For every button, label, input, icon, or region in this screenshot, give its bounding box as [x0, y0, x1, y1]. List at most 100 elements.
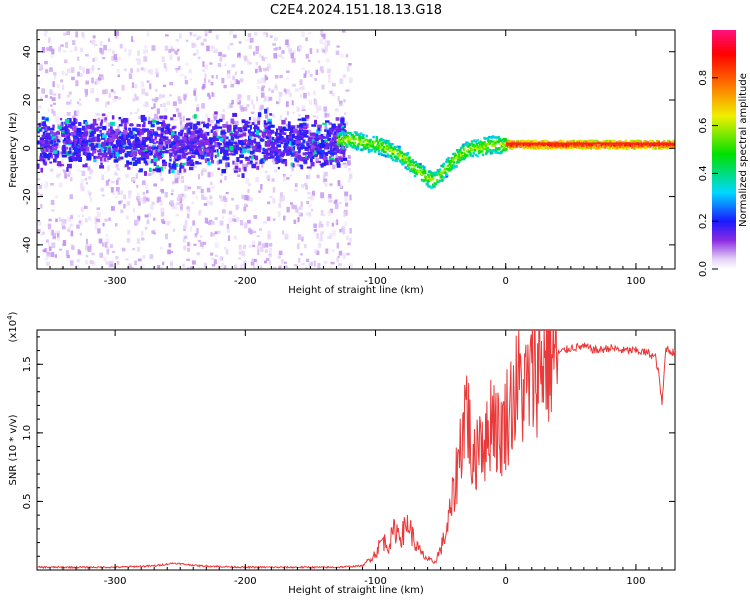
- heatmap-cell: [324, 129, 327, 132]
- heatmap-cell: [563, 143, 567, 146]
- heatmap-cell: [131, 266, 135, 269]
- heatmap-cell: [293, 135, 298, 138]
- heatmap-cell: [406, 157, 409, 160]
- heatmap-cell: [196, 103, 200, 108]
- heatmap-cell: [148, 167, 152, 173]
- heatmap-cell: [97, 77, 102, 81]
- heatmap-cell: [169, 154, 172, 159]
- heatmap-cell: [315, 105, 319, 110]
- heatmap-cell: [112, 150, 115, 153]
- heatmap-cell: [148, 146, 152, 150]
- heatmap-cell: [214, 231, 218, 235]
- heatmap-cell: [162, 261, 165, 266]
- heatmap-cell: [425, 178, 428, 182]
- heatmap-cell: [60, 267, 65, 269]
- heatmap-cell: [161, 152, 164, 158]
- heatmap-cell: [64, 129, 67, 135]
- heatmap-cell: [214, 124, 218, 130]
- heatmap-cell: [322, 158, 327, 161]
- heatmap-cell: [91, 127, 96, 130]
- heatmap-cell: [564, 147, 568, 150]
- heatmap-cell: [210, 145, 216, 148]
- heatmap-cell: [111, 134, 117, 139]
- heatmap-cell: [497, 135, 500, 139]
- heatmap-cell: [328, 77, 331, 84]
- heatmap-cell: [290, 162, 294, 167]
- heatmap-cell: [254, 129, 257, 133]
- heatmap-cell: [264, 124, 268, 128]
- heatmap-cell: [281, 137, 286, 141]
- heatmap-cell: [435, 172, 439, 175]
- heatmap-cell: [410, 160, 414, 164]
- heatmap-cell: [70, 176, 73, 182]
- heatmap-cell: [173, 134, 178, 138]
- snr-plot-area: [36, 329, 676, 571]
- heatmap-cell: [356, 133, 359, 137]
- heatmap-cell: [256, 235, 260, 238]
- heatmap-cell: [105, 132, 111, 136]
- heatmap-cell: [624, 147, 627, 150]
- heatmap-cell: [150, 123, 155, 128]
- heatmap-cell: [78, 122, 82, 127]
- heatmap-cell: [234, 131, 238, 135]
- heatmap-cell: [452, 166, 456, 169]
- heatmap-cell: [84, 218, 88, 223]
- heatmap-cell: [474, 140, 478, 143]
- heatmap-cell: [191, 42, 195, 48]
- heatmap-cell: [663, 140, 666, 143]
- heatmap-cell: [290, 52, 295, 59]
- heatmap-cell: [131, 82, 135, 89]
- heatmap-cell: [527, 139, 530, 143]
- heatmap-cell: [578, 140, 582, 144]
- heatmap-cell: [375, 137, 378, 140]
- heatmap-cell: [258, 190, 262, 193]
- heatmap-cell: [310, 162, 315, 167]
- heatmap-cell: [340, 80, 344, 84]
- heatmap-cell: [319, 220, 323, 227]
- heatmap-cell: [234, 71, 238, 76]
- heatmap-cell: [330, 141, 335, 145]
- heatmap-cell: [154, 99, 158, 103]
- heatmap-cell: [111, 56, 116, 62]
- heatmap-cell: [646, 141, 650, 144]
- heatmap-cell: [463, 151, 466, 154]
- heatmap-cell: [237, 100, 241, 105]
- heatmap-cell: [82, 151, 88, 156]
- heatmap-cell: [163, 136, 167, 140]
- heatmap-cell: [97, 117, 101, 121]
- heatmap-cell: [219, 179, 223, 183]
- heatmap-cell: [317, 152, 322, 155]
- heatmap-cell: [314, 249, 318, 254]
- heatmap-cell: [61, 133, 65, 137]
- heatmap-cell: [336, 45, 340, 48]
- heatmap-cell: [118, 56, 121, 61]
- heatmap-cell: [357, 139, 361, 142]
- heatmap-cell: [85, 53, 89, 57]
- heatmap-cell: [312, 135, 316, 139]
- heatmap-cell: [516, 143, 520, 147]
- heatmap-cell: [288, 138, 293, 141]
- heatmap-cell: [210, 152, 214, 158]
- heatmap-cell: [223, 151, 229, 156]
- heatmap-cell: [232, 218, 236, 222]
- heatmap-cell: [179, 33, 182, 39]
- heatmap-cell: [306, 143, 310, 146]
- heatmap-cell: [108, 93, 111, 98]
- heatmap-cell: [256, 260, 259, 266]
- heatmap-cell: [254, 155, 259, 161]
- heatmap-cell: [484, 152, 488, 155]
- heatmap-cell: [441, 171, 445, 174]
- heatmap-cell: [211, 92, 214, 97]
- heatmap-cell: [174, 172, 178, 179]
- heatmap-cell: [279, 132, 284, 135]
- heatmap-cell: [334, 149, 337, 153]
- heatmap-cell: [63, 170, 67, 174]
- heatmap-cell: [47, 107, 50, 113]
- heatmap-cell: [60, 79, 64, 83]
- heatmap-cell: [186, 140, 192, 145]
- heatmap-cell: [53, 110, 56, 117]
- heatmap-cell: [298, 257, 301, 263]
- heatmap-cell: [125, 258, 129, 261]
- heatmap-cell: [331, 249, 335, 253]
